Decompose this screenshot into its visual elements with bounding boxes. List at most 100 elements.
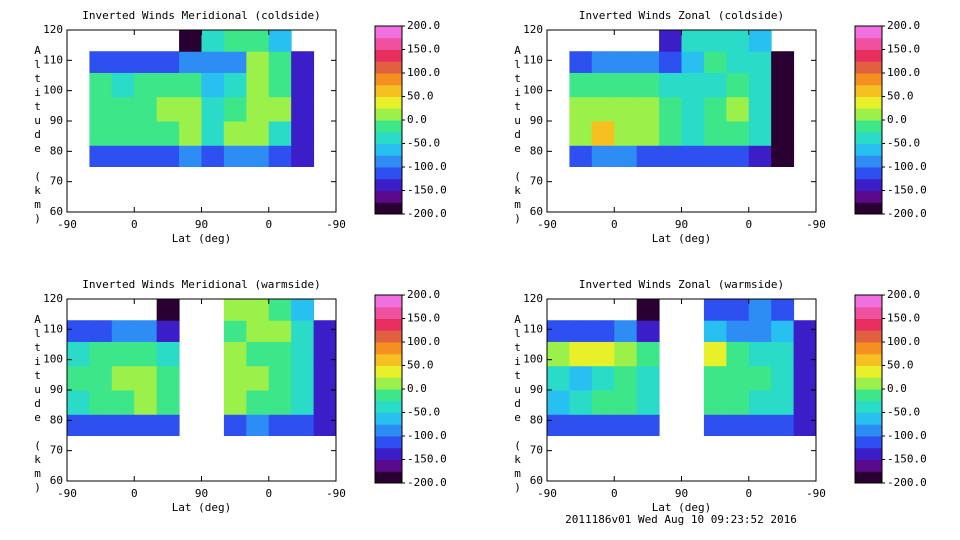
y-tick-label: 70 [50, 175, 63, 188]
field-cell [569, 96, 593, 122]
field-cell [636, 299, 660, 321]
field-cell [547, 414, 570, 436]
field-cell [89, 121, 113, 146]
x-tick-label: 90 [195, 218, 208, 231]
field-cell [179, 72, 202, 98]
colorbar-band [375, 120, 402, 133]
field-cell [703, 145, 727, 167]
field-cell [771, 145, 795, 167]
field-cell [636, 320, 660, 342]
field-cell [291, 414, 315, 436]
x-tick-label: 90 [195, 487, 208, 500]
field-cell [111, 72, 135, 98]
x-tick-label: -90 [806, 218, 826, 231]
field-cell [569, 145, 593, 167]
y-tick-label: 110 [523, 322, 543, 335]
field-cell [201, 30, 225, 52]
colorbar-band [375, 167, 402, 180]
field-cell [67, 341, 90, 367]
field-cell [793, 341, 817, 367]
y-tick-label: 90 [50, 383, 63, 396]
colorbar-tick-label: 150.0 [407, 312, 440, 325]
y-tick-label: 90 [530, 114, 543, 127]
field-cell [89, 390, 113, 415]
y-axis-label: Altitude (km) [511, 44, 524, 226]
field-cell [726, 320, 750, 342]
field-cell [246, 145, 270, 167]
colorbar-band [375, 459, 402, 472]
field-cell [223, 51, 247, 73]
y-tick-label: 100 [43, 353, 63, 366]
field-cell [591, 341, 615, 367]
field-cell [156, 414, 180, 436]
field-cell [179, 121, 202, 146]
colorbar-band [855, 377, 882, 390]
colorbar-band [855, 155, 882, 168]
field-cell [659, 96, 682, 122]
colorbar-band [375, 412, 402, 425]
colorbar-band [855, 143, 882, 156]
colorbar-band [855, 295, 882, 308]
y-tick-label: 120 [43, 292, 63, 305]
colorbar-band [375, 131, 402, 144]
x-tick-label: -90 [326, 487, 346, 500]
y-axis-label: Altitude (km) [31, 44, 44, 226]
field-cell [89, 145, 113, 167]
field-cell [268, 30, 292, 52]
field-cell [771, 414, 795, 436]
y-axis-label: Altitude (km) [31, 313, 44, 495]
colorbar-band [855, 365, 882, 378]
colorbar-tick-label: -200.0 [887, 207, 927, 220]
colorbar-band [375, 73, 402, 86]
field-cell [246, 30, 270, 52]
field-cell [268, 390, 292, 415]
field-cell [246, 299, 270, 321]
colorbar-tick-label: -100.0 [887, 160, 927, 173]
colorbar-band [855, 190, 882, 203]
y-tick-label: 60 [50, 205, 63, 218]
field-cell [246, 320, 270, 342]
field-cell [703, 299, 727, 321]
field-cell [726, 390, 750, 415]
field-cell [89, 72, 113, 98]
field-cell [547, 365, 570, 391]
y-tick-label: 70 [530, 444, 543, 457]
y-tick-label: 70 [50, 444, 63, 457]
field-cell [179, 30, 202, 52]
colorbar-band [855, 306, 882, 319]
colorbar-band [855, 353, 882, 366]
field-cell [793, 390, 817, 415]
colorbar-tick-label: 150.0 [887, 43, 920, 56]
field-cell [111, 96, 135, 122]
field-cell [726, 341, 750, 367]
field-cell [268, 299, 292, 321]
field-cell [313, 365, 337, 391]
field-cell [179, 145, 202, 167]
colorbar-band [855, 96, 882, 109]
field-cell [591, 121, 615, 146]
colorbar-tick-label: 0.0 [407, 113, 427, 126]
field-cell [681, 96, 705, 122]
colorbar-band [855, 61, 882, 74]
colorbar-band [375, 84, 402, 97]
field-cell [748, 414, 772, 436]
field-cell [703, 121, 727, 146]
colorbar-tick-label: 150.0 [887, 312, 920, 325]
colorbar-band [375, 447, 402, 460]
field-cell [703, 414, 727, 436]
colorbar-band [375, 377, 402, 390]
colorbar-band [855, 202, 882, 215]
field-cell [748, 96, 772, 122]
y-tick-label: 80 [50, 144, 63, 157]
colorbar-tick-label: 200.0 [887, 19, 920, 32]
colorbar-tick-label: 200.0 [887, 288, 920, 301]
panel-title: Inverted Winds Zonal (coldside) [579, 9, 784, 22]
field-cell [291, 390, 315, 415]
colorbar-tick-label: 50.0 [887, 359, 914, 372]
field-cell [748, 72, 772, 98]
colorbar-band [855, 342, 882, 355]
field-cell [313, 390, 337, 415]
field-cell [223, 96, 247, 122]
x-tick-label: 0 [745, 487, 752, 500]
field-cell [726, 30, 750, 52]
